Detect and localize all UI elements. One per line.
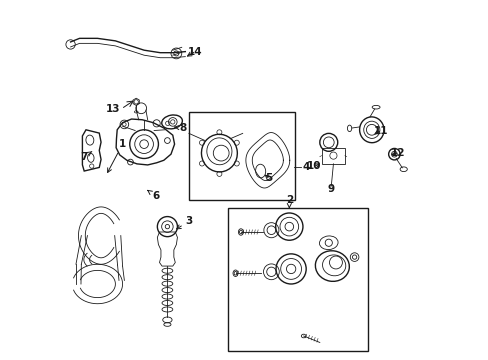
Text: 12: 12 [390, 148, 405, 158]
Text: 14: 14 [187, 46, 202, 57]
Bar [188, 112, 294, 200]
Bar [321, 148, 344, 164]
Text: 5: 5 [264, 173, 272, 183]
Text: 2: 2 [285, 195, 292, 208]
Text: 4: 4 [302, 162, 309, 172]
Text: 7: 7 [81, 152, 92, 162]
Text: 1: 1 [107, 139, 126, 172]
Text: 6: 6 [147, 190, 159, 201]
Text: 11: 11 [373, 126, 387, 135]
Bar [228, 208, 367, 351]
Text: 10: 10 [306, 161, 321, 171]
Text: 8: 8 [174, 123, 186, 133]
Text: 9: 9 [327, 184, 334, 194]
Text: 3: 3 [176, 216, 192, 229]
Text: 13: 13 [105, 104, 120, 114]
